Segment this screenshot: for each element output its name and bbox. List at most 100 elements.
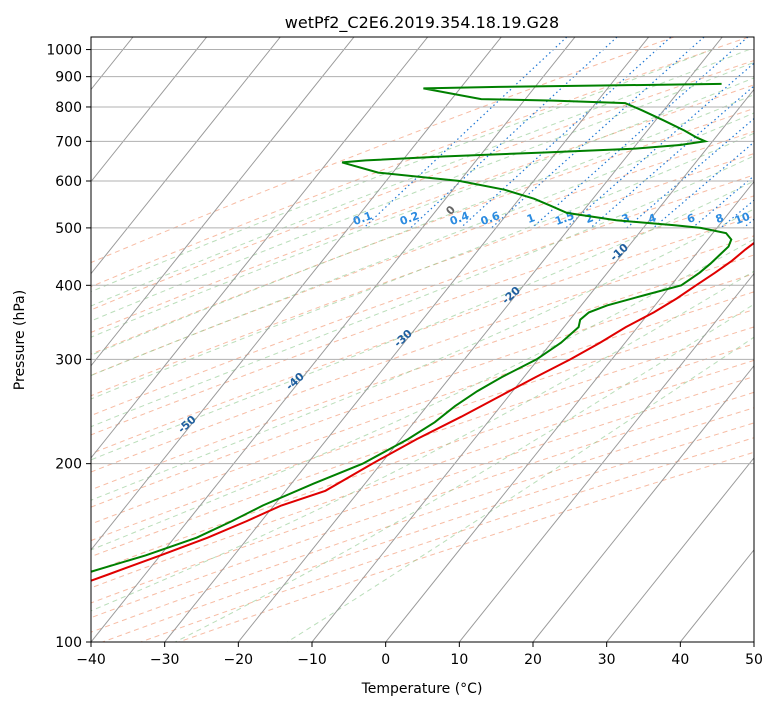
- isotherm: [458, 272, 754, 642]
- mixing-ratio-label: 4: [646, 211, 658, 226]
- mixing-ratio-label: 0.1: [351, 209, 374, 228]
- dry-adiabat: [91, 326, 754, 558]
- y-tick-label: 400: [55, 278, 82, 294]
- dry-adiabat: [91, 291, 754, 525]
- y-tick-label: 1000: [46, 43, 82, 59]
- x-tick-label: −20: [224, 652, 254, 668]
- dry-adiabat: [91, 391, 754, 619]
- moist-adiabat: [91, 77, 754, 338]
- dry-adiabat: [91, 235, 754, 473]
- mixing-ratio-line: [771, 37, 775, 228]
- isotherm: [91, 37, 502, 551]
- dry-adiabat: [91, 84, 754, 333]
- y-tick-label: 600: [55, 174, 82, 190]
- mixing-ratio-label: 0.2: [398, 209, 421, 228]
- dry-adiabat: [91, 273, 754, 508]
- moist-adiabat: [91, 49, 713, 293]
- dry-adiabat: [91, 37, 749, 288]
- isotherm-label: -30: [391, 327, 415, 350]
- x-tick-label: −10: [297, 652, 327, 668]
- y-tick-label: 300: [55, 352, 82, 368]
- dry-adiabat: [91, 215, 754, 455]
- isotherm: [237, 37, 723, 642]
- profiles: [91, 82, 754, 582]
- isotherm: [91, 37, 208, 183]
- x-tick-label: 40: [671, 652, 689, 668]
- x-axis-title: Temperature (°C): [361, 681, 483, 697]
- isotherm-label: -20: [499, 284, 523, 307]
- x-tick-label: 10: [450, 652, 468, 668]
- dry-adiabat: [91, 195, 754, 436]
- y-tick-label: 700: [55, 134, 82, 150]
- dry-adiabat: [91, 359, 754, 589]
- mixing-ratio-line: [491, 37, 705, 229]
- dry-adiabat: [91, 153, 754, 397]
- mixing-ratio-label: 8: [714, 211, 726, 226]
- isotherm: [679, 549, 754, 642]
- mixing-ratio-label: 6: [685, 211, 697, 226]
- y-axis-title: Pressure (hPa): [12, 290, 28, 390]
- x-tick-label: 20: [524, 652, 542, 668]
- isotherm: [0, 37, 59, 642]
- dry-adiabat: [91, 59, 754, 311]
- isotherm: [91, 37, 281, 275]
- moist-adiabat: [286, 336, 754, 642]
- isotherm-label: -10: [608, 241, 632, 264]
- moist-adiabat: [91, 270, 754, 612]
- y-tick-label: 900: [55, 70, 82, 86]
- chart-title: wetPf2_C2E6.2019.354.18.19.G28: [285, 13, 559, 33]
- moist-adiabat: [91, 238, 754, 551]
- x-tick-label: 30: [598, 652, 616, 668]
- mixing-ratio-line: [531, 37, 749, 229]
- mixing-ratio-label: 10: [733, 210, 752, 228]
- moist-adiabat: [91, 180, 754, 461]
- mixing-ratio-label: 3: [620, 211, 632, 226]
- dry-adiabat: [91, 343, 754, 573]
- dry-adiabat: [91, 376, 754, 604]
- isotherm: [753, 641, 754, 642]
- mixing-ratio-line: [743, 218, 754, 229]
- dry-adiabat: [91, 254, 754, 491]
- moist-adiabat: [91, 94, 754, 356]
- mixing-ratio-line: [720, 199, 754, 229]
- dry-adiabat: [91, 107, 754, 355]
- mixing-ratio-label: 1: [525, 211, 537, 226]
- isotherm: [91, 37, 429, 459]
- background-lines: [91, 37, 775, 642]
- mixing-ratio-line: [626, 117, 754, 229]
- dry-adiabat: [91, 174, 754, 417]
- mixing-ratio-line: [590, 85, 754, 229]
- y-axis: 1000 900 800 700 600 500 400 300 200 100: [46, 43, 91, 651]
- dry-adiabat: [91, 37, 674, 264]
- y-tick-label: 100: [55, 635, 82, 651]
- x-axis: −40 −30 −20 −10 0 10 20 30 40 50: [76, 642, 763, 668]
- isotherm: [164, 37, 650, 642]
- dry-adiabat: [91, 130, 754, 376]
- mixing-ratio-line: [410, 37, 618, 229]
- y-tick-label: 800: [55, 100, 82, 116]
- y-tick-label: 500: [55, 221, 82, 237]
- x-tick-label: −30: [150, 652, 180, 668]
- x-tick-label: 0: [381, 652, 390, 668]
- mixing-ratio-label: 2: [584, 211, 596, 226]
- isotherm: [606, 457, 754, 642]
- mixing-ratio-label: 13: [760, 210, 775, 227]
- moist-adiabat: [91, 61, 754, 322]
- dry-adiabat: [91, 309, 754, 542]
- x-tick-label: −40: [76, 652, 106, 668]
- isotherm-label: -50: [175, 413, 199, 436]
- plot-frame: [90, 36, 755, 643]
- moist-adiabat: [91, 208, 754, 501]
- line-labels: -100-90-80-70-60-50-40-30-20-100.10.20.4…: [175, 203, 775, 436]
- y-tick-label: 200: [55, 457, 82, 473]
- mixing-ratio-label: 0.4: [448, 209, 471, 228]
- mixing-ratio-label: 0.6: [479, 209, 502, 228]
- isotherm: [91, 37, 576, 642]
- isotherm: [532, 364, 754, 642]
- mixing-ratio-line: [653, 141, 754, 229]
- x-tick-label: 50: [745, 652, 763, 668]
- isotherm: [311, 88, 754, 642]
- isotherm: [385, 180, 754, 642]
- mixing-ratio-line: [691, 175, 754, 229]
